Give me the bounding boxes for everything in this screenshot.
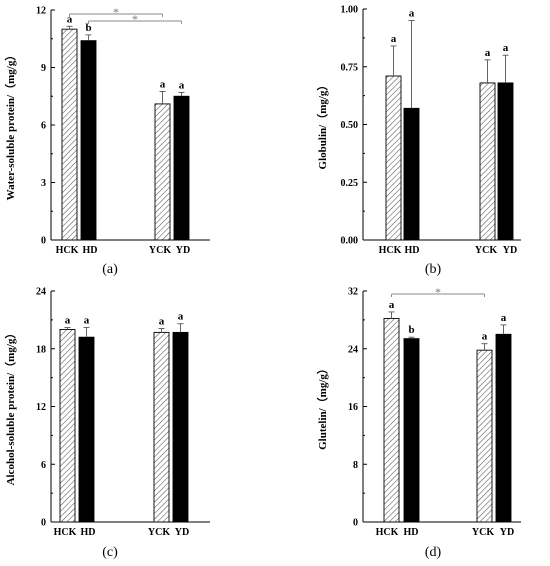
significance-letter: a: [501, 312, 507, 324]
y-tick-label: 16: [348, 402, 358, 413]
bar-hck: [59, 329, 76, 523]
panel-label: (a): [102, 262, 118, 277]
significance-star: *: [132, 12, 138, 26]
y-axis-label: Globulin/（mg/g）: [316, 80, 329, 170]
y-tick-label: 24: [36, 287, 46, 298]
x-tick-label: HCK: [379, 245, 402, 256]
bar-hd: [403, 338, 420, 523]
bar-yck: [154, 103, 171, 241]
y-tick-label: 0.75: [341, 62, 359, 73]
significance-letter: a: [485, 47, 491, 59]
significance-letter: b: [85, 22, 91, 34]
bar-yd: [172, 331, 189, 523]
bar-hck: [61, 28, 78, 241]
x-tick-label: YD: [500, 527, 514, 538]
y-tick-label: 0.50: [341, 120, 359, 131]
x-tick-label: HCK: [376, 527, 399, 538]
y-tick-label: 3: [41, 178, 46, 189]
bar-hck: [385, 75, 402, 241]
y-axis-label: Glutelin/（mg/g）: [316, 363, 329, 450]
panel-label: (c): [102, 545, 118, 560]
y-tick-label: 9: [41, 63, 46, 74]
significance-letter: a: [84, 315, 90, 327]
significance-letter: a: [179, 79, 185, 91]
x-tick-label: HCK: [54, 527, 77, 538]
y-tick-label: 0: [41, 236, 46, 247]
significance-letter: a: [67, 13, 73, 25]
significance-star: *: [435, 285, 441, 299]
bar-yck: [479, 82, 496, 241]
bar-yd: [497, 82, 514, 241]
y-tick-label: 12: [36, 6, 46, 17]
x-tick-label: YCK: [149, 245, 171, 256]
panel-a: 0 3 6 9 12 Water-soluble protein/（mg/g） a HCK b H…: [4, 5, 210, 277]
bar-yck: [476, 349, 493, 523]
x-tick-label: HD: [404, 527, 419, 538]
y-tick-label: 0.00: [341, 236, 359, 247]
y-tick-label: 0: [41, 518, 46, 529]
x-tick-label: YCK: [148, 527, 170, 538]
y-tick-label: 24: [348, 344, 358, 355]
x-tick-label: YD: [175, 527, 189, 538]
panel-c: 0 6 12 18 24 Alcohol-soluble protein/（mg/g） a H…: [4, 287, 210, 560]
y-tick-label: 0.25: [341, 178, 359, 189]
bar-yd: [495, 333, 512, 523]
y-tick-label: 12: [36, 402, 46, 413]
x-tick-label: YD: [503, 245, 517, 256]
y-tick-label: 0: [353, 518, 358, 529]
bar-yck: [153, 331, 170, 523]
bar-yd: [173, 95, 190, 241]
x-tick-label: HD: [81, 527, 96, 538]
significance-letter: a: [391, 33, 397, 45]
significance-letter: a: [159, 316, 165, 328]
x-tick-label: HD: [83, 245, 98, 256]
y-tick-label: 18: [36, 344, 46, 355]
y-axis-label: Water-soluble protein/（mg/g）: [4, 50, 17, 201]
significance-letter: a: [65, 315, 71, 327]
bar-hd: [403, 107, 420, 241]
y-tick-label: 6: [41, 121, 46, 132]
panel-label: (b): [425, 262, 442, 277]
y-axis-label: Alcohol-soluble protein/（mg/g）: [4, 328, 17, 486]
significance-letter: a: [389, 299, 395, 311]
significance-letter: b: [408, 324, 414, 336]
significance-letter: a: [178, 311, 184, 323]
y-tick-label: 8: [353, 460, 358, 471]
y-tick-label: 6: [41, 460, 46, 471]
x-tick-label: HCK: [56, 245, 79, 256]
bar-hck: [383, 317, 400, 523]
significance-letter: a: [409, 8, 415, 20]
bar-hd: [78, 336, 95, 523]
y-tick-label: 32: [348, 287, 358, 298]
bar-hd: [80, 40, 97, 241]
significance-letter: a: [503, 42, 509, 54]
x-tick-label: YCK: [472, 527, 494, 538]
panel-label: (d): [425, 545, 442, 560]
panel-b: 0.00 0.25 0.50 0.75 1.00 Globulin/（mg/g） a HCK a…: [316, 5, 521, 277]
significance-letter: a: [482, 331, 488, 343]
panel-d: 0 8 16 24 32 Glutelin/（mg/g） a HCK b HD a YCK a YD * (d…: [316, 285, 521, 560]
x-tick-label: YD: [176, 245, 190, 256]
significance-star: *: [113, 5, 119, 19]
x-tick-label: YCK: [475, 245, 497, 256]
y-tick-label: 1.00: [341, 5, 359, 16]
significance-letter: a: [160, 78, 166, 90]
x-tick-label: HD: [405, 245, 420, 256]
